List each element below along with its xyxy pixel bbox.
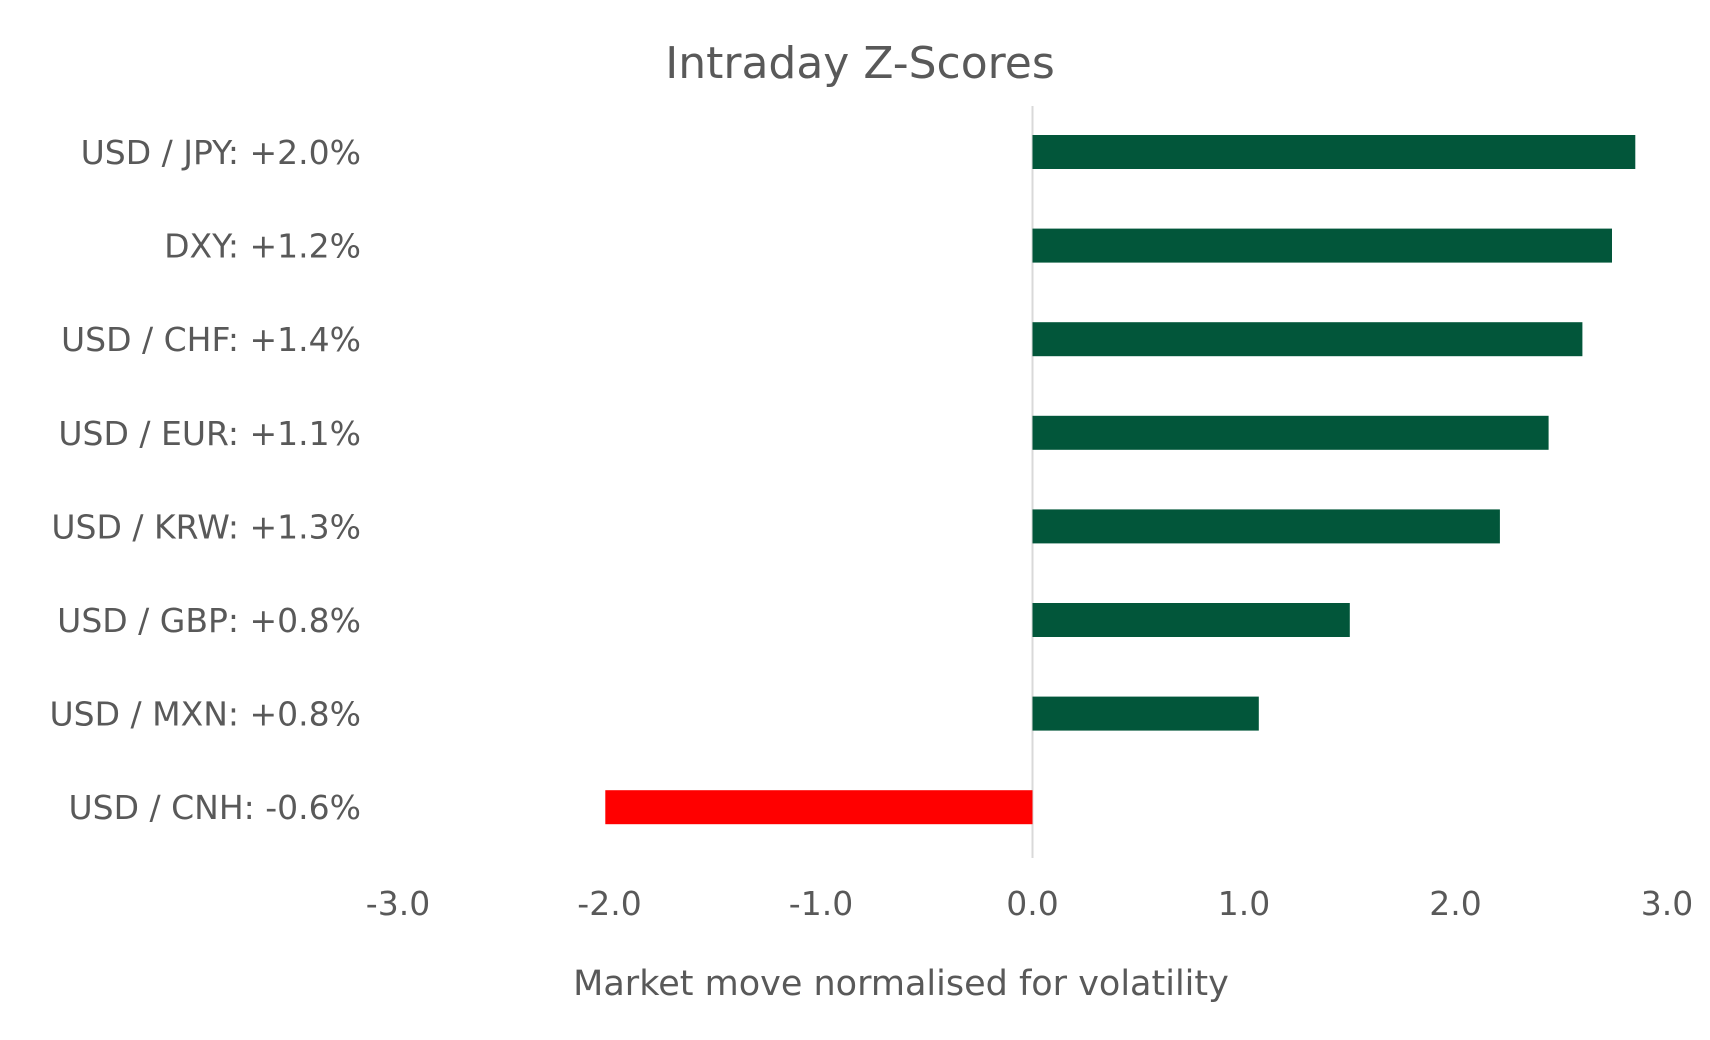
category-label-3: USD / EUR: +1.1%	[58, 414, 361, 453]
x-tick-label-4: 1.0	[1218, 884, 1270, 923]
chart-title: Intraday Z-Scores	[665, 38, 1055, 89]
category-label-0: USD / JPY: +2.0%	[81, 133, 361, 172]
x-tick-labels-group: -3.0 -2.0 -1.0 0.0 1.0 2.0 3.0	[366, 884, 1693, 923]
bar-1	[1032, 228, 1612, 263]
bar-2	[1032, 322, 1583, 357]
category-labels-group: USD / JPY: +2.0% DXY: +1.2% USD / CHF: +1.…	[50, 133, 361, 827]
bar-7	[605, 790, 1033, 825]
bar-0	[1032, 135, 1636, 169]
bar-3	[1032, 415, 1549, 450]
x-tick-label-0: -3.0	[366, 884, 430, 923]
category-label-7: USD / CNH: -0.6%	[68, 788, 361, 827]
bar-5	[1032, 603, 1350, 637]
category-label-4: USD / KRW: +1.3%	[51, 507, 361, 546]
bar-6	[1032, 696, 1259, 731]
x-tick-label-2: -1.0	[789, 884, 853, 923]
x-tick-label-6: 3.0	[1641, 884, 1693, 923]
bars-group	[605, 135, 1636, 825]
x-tick-label-3: 0.0	[1006, 884, 1058, 923]
category-label-6: USD / MXN: +0.8%	[50, 695, 361, 734]
category-label-2: USD / CHF: +1.4%	[61, 320, 361, 359]
category-label-5: USD / GBP: +0.8%	[57, 601, 361, 640]
bar-4	[1032, 509, 1500, 544]
category-label-1: DXY: +1.2%	[164, 227, 361, 266]
x-axis-title: Market move normalised for volatility	[573, 964, 1229, 1004]
x-tick-label-1: -2.0	[577, 884, 641, 923]
x-tick-label-5: 2.0	[1429, 884, 1481, 923]
